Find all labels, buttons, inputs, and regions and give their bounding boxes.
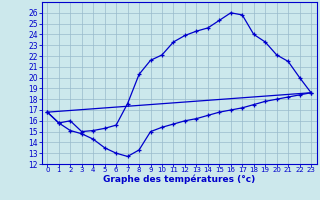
X-axis label: Graphe des températures (°c): Graphe des températures (°c) [103,175,255,184]
